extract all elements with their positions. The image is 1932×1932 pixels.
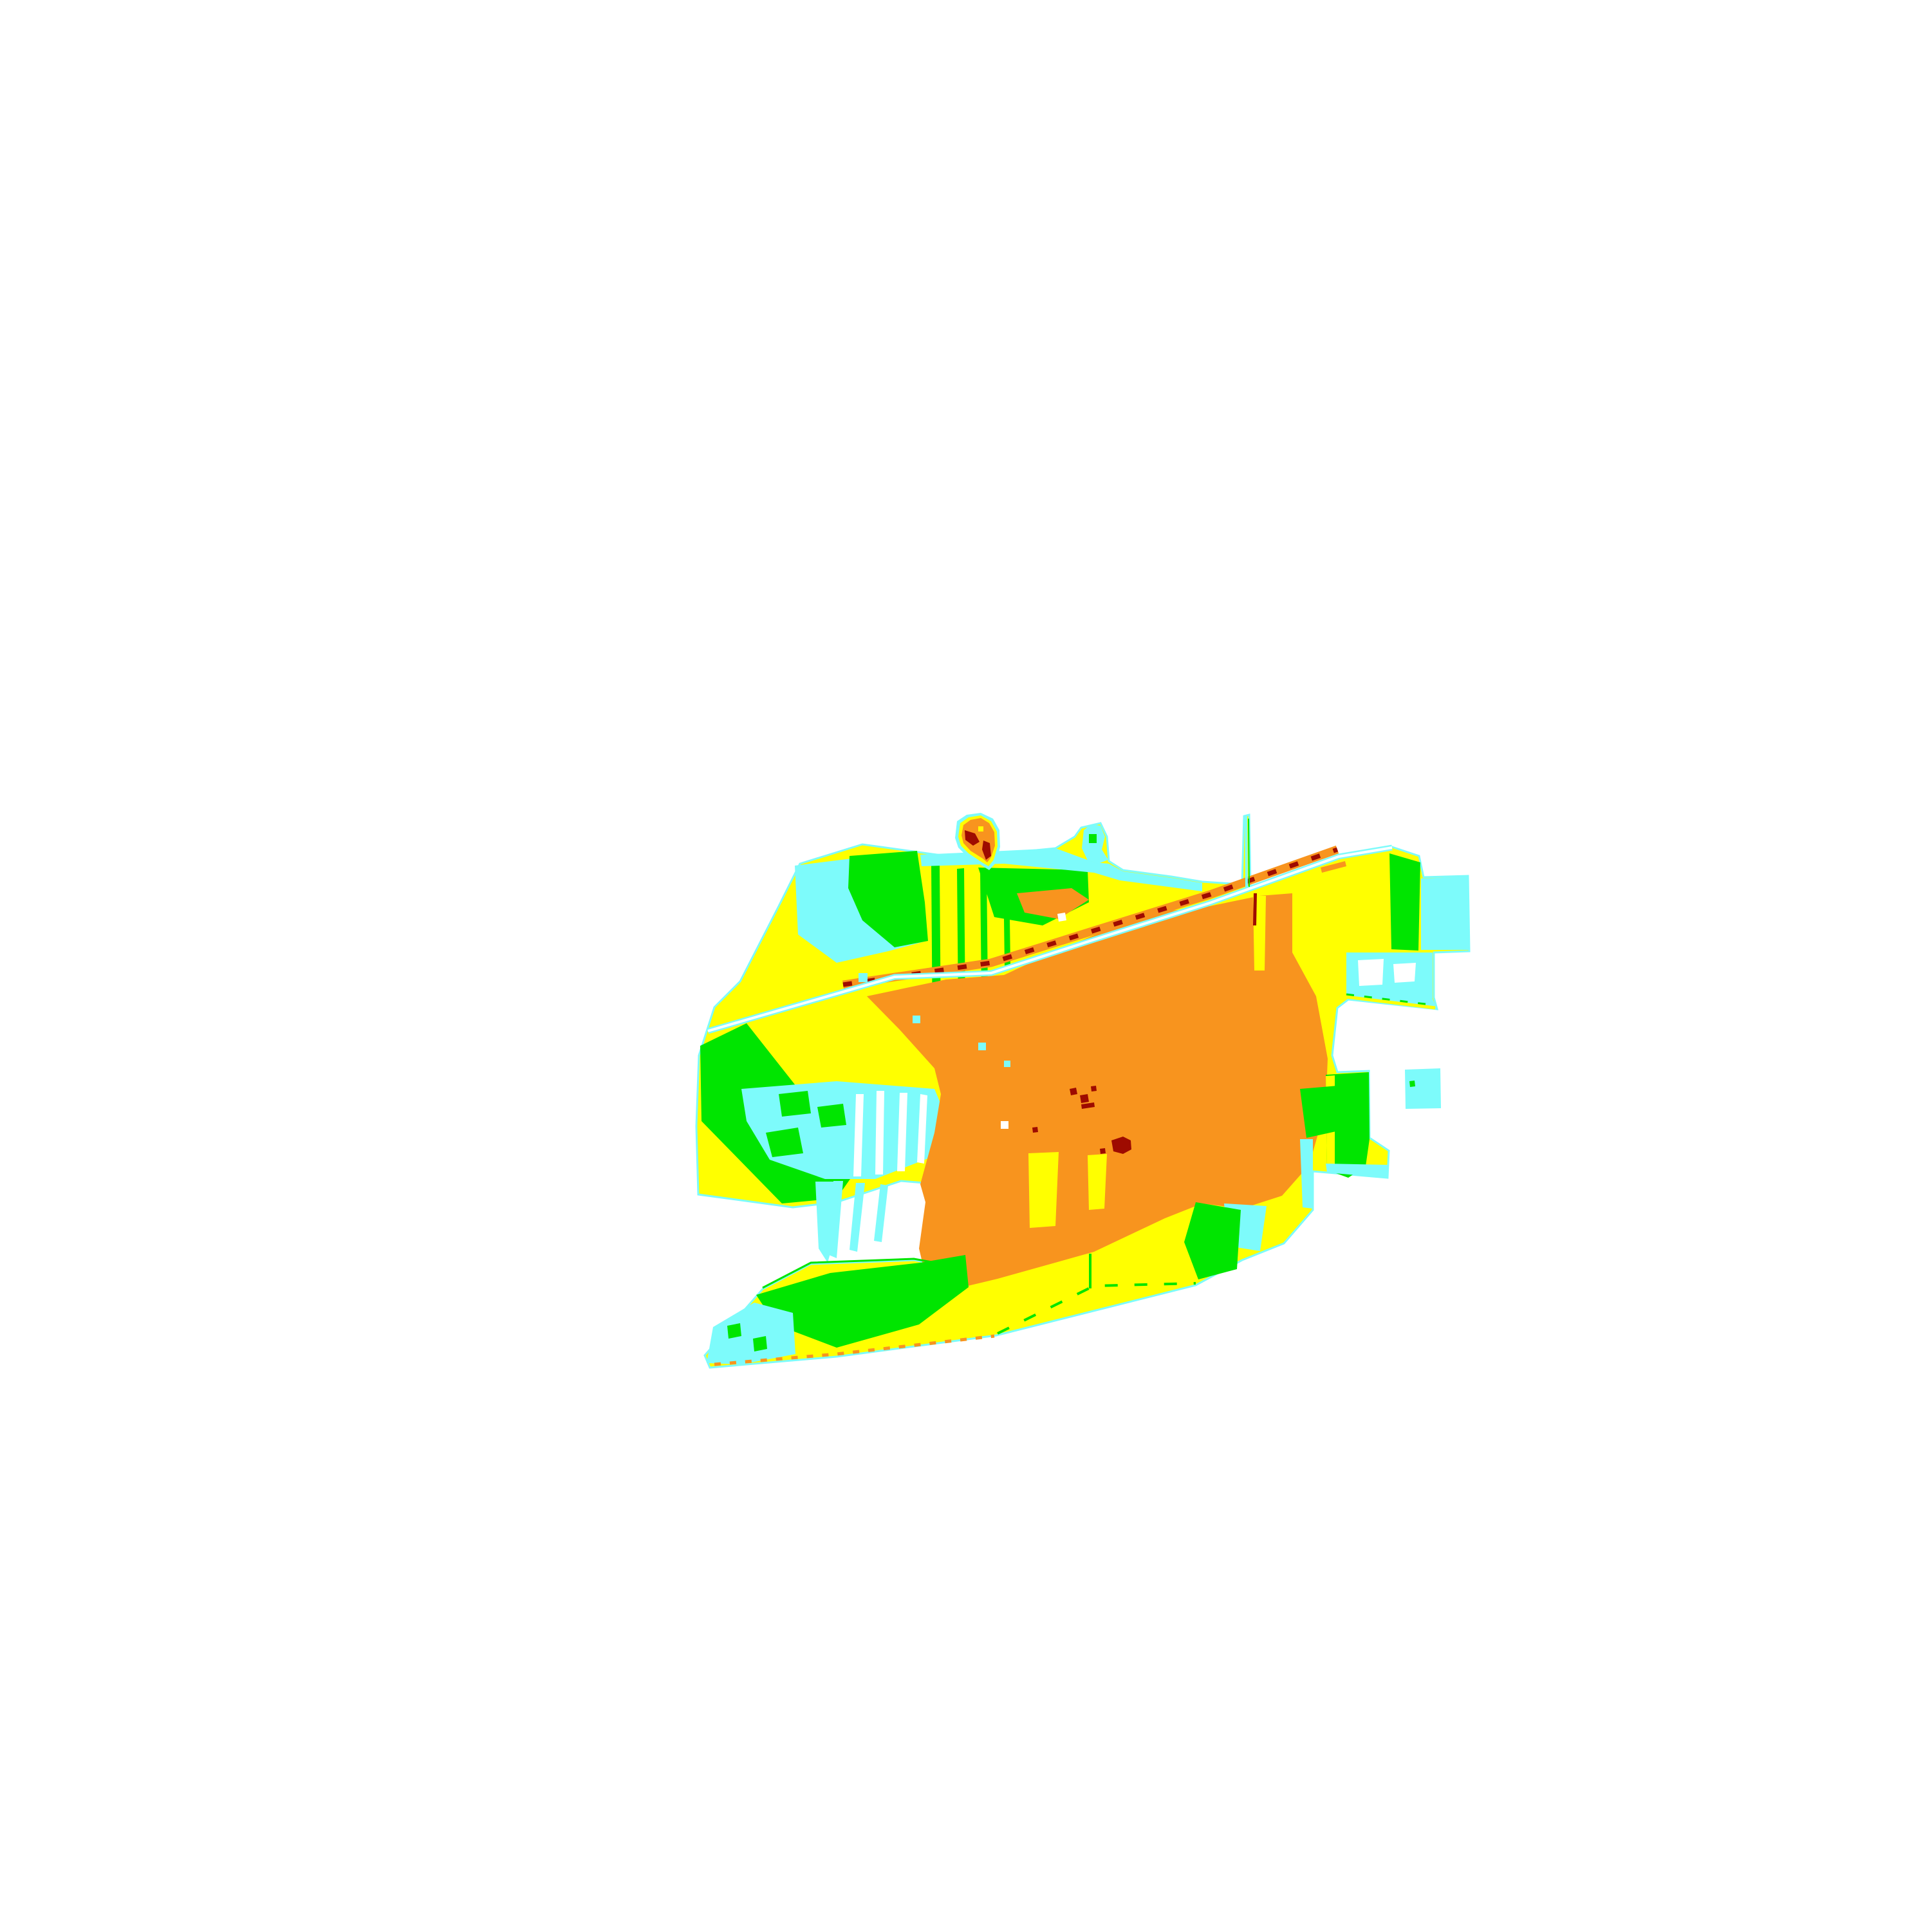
darkred-cluster-3 xyxy=(1091,1086,1097,1091)
topleft-green-field xyxy=(848,851,928,947)
tail-tip-green-speck-1 xyxy=(727,1323,741,1339)
right-green-band xyxy=(1389,853,1420,951)
cyan-mass-green-patch-1 xyxy=(779,1091,811,1117)
darkred-dot-2 xyxy=(1032,1127,1038,1133)
central-orange-mass xyxy=(867,893,1328,1295)
cyan-island-rect xyxy=(1405,1068,1441,1109)
pear-darkred-patch-2 xyxy=(982,841,991,860)
top-band-orange-patch xyxy=(1017,888,1089,919)
cyan-island-green-dot xyxy=(1409,1081,1415,1087)
midright-green-patch xyxy=(1300,1085,1348,1138)
green-column-cyan-base xyxy=(1326,1164,1388,1178)
pond-dot-1 xyxy=(859,973,868,982)
anchor-green-dot xyxy=(1089,834,1097,843)
orange-yellow-inlier-2 xyxy=(1088,1154,1107,1210)
cyan-strip-vertical xyxy=(1300,1139,1313,1209)
cyan-streak-c xyxy=(874,1184,888,1242)
orange-white-pond xyxy=(1057,913,1066,922)
cyan-mass-green-patch-3 xyxy=(817,1104,846,1128)
lower-field-divider xyxy=(1089,1254,1091,1288)
tail-cyan-tip xyxy=(707,1303,795,1364)
tail-tip-green-speck-2 xyxy=(753,1336,767,1351)
bottom-green-fringe xyxy=(997,1282,1196,1335)
cyan-mass-white-streak-1 xyxy=(853,1094,864,1176)
tail-top-green-fringe xyxy=(762,1258,947,1289)
pond-dot-3 xyxy=(978,1043,986,1050)
cyan-mass-green-patch-2 xyxy=(766,1128,803,1157)
bottomright-green-mass xyxy=(1184,1202,1241,1279)
hedgerow-darkred-dashes xyxy=(842,847,1339,987)
darkred-blob-main xyxy=(1111,1137,1131,1154)
arm-green-dashes xyxy=(1346,993,1436,1007)
darkred-cluster-2 xyxy=(1080,1094,1089,1103)
cyan-finger xyxy=(815,1182,839,1263)
topright-orange-streak xyxy=(1321,861,1346,873)
pear-darkred-patch-1 xyxy=(965,830,980,846)
road-white-center xyxy=(707,846,1393,1032)
tail-green-block xyxy=(756,1255,969,1348)
cyan-row-white-mottle-1 xyxy=(1358,959,1384,986)
tail-field-divider xyxy=(875,1287,878,1336)
right-cyan-block xyxy=(1421,877,1469,950)
anchor-blob xyxy=(1082,824,1108,864)
pond-dot-2 xyxy=(913,1016,920,1023)
cyan-mass-white-streak-4 xyxy=(917,1094,927,1164)
darkred-pole-dash xyxy=(1253,893,1257,925)
darkred-cluster-4 xyxy=(1081,1102,1095,1109)
darkred-cluster-1 xyxy=(1070,1088,1077,1095)
orange-yellow-inlier-1 xyxy=(1028,1152,1059,1228)
cyan-mass-white-streak-2 xyxy=(875,1091,884,1175)
yellow-arc-white-pond xyxy=(1001,1121,1008,1129)
cyan-mass-white-streak-3 xyxy=(897,1093,907,1171)
pond-dot-4 xyxy=(1004,1061,1010,1067)
arm-yellow-line xyxy=(1346,995,1436,1010)
pear-yellow-dot xyxy=(978,826,983,831)
pole-cyan-line xyxy=(1245,815,1248,887)
cyan-row-white-mottle-2 xyxy=(1393,963,1416,983)
cyan-streak-b xyxy=(850,1183,865,1252)
darkred-dot-1 xyxy=(1100,1148,1106,1154)
